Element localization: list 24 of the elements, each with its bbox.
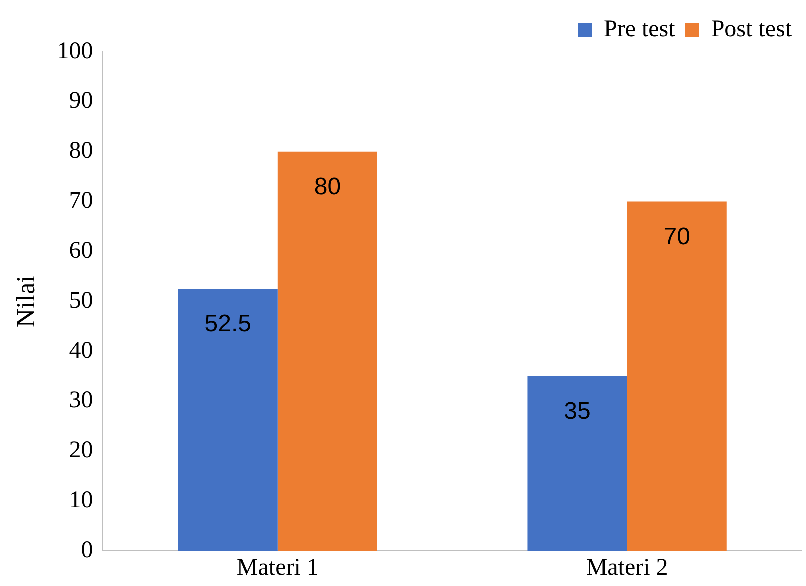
y-tick-label: 40 [69,338,94,364]
bar [528,376,628,552]
x-tick-label: Materi 2 [586,554,668,581]
y-tick-label: 80 [69,138,94,164]
bar [278,152,378,552]
y-tick-label: 0 [81,537,94,564]
bar [178,289,278,552]
y-tick-label: 20 [69,438,94,464]
y-axis-title: Nilai [11,276,40,328]
x-tick-label: Materi 1 [236,554,319,581]
data-label: 70 [664,223,690,250]
legend-label: Post test [711,16,792,42]
y-tick-label: 50 [69,288,94,314]
legend-label: Pre test [604,16,676,42]
y-tick-label: 30 [69,388,94,414]
bar [627,202,727,552]
data-label: 80 [314,173,342,200]
data-label: 35 [564,398,591,426]
y-tick-label: 100 [57,38,94,64]
data-label: 52.5 [204,310,252,338]
y-tick-label: 10 [69,488,94,514]
y-tick-label: 70 [69,188,94,214]
y-tick-label: 60 [69,238,94,264]
y-tick-label: 90 [69,88,94,114]
